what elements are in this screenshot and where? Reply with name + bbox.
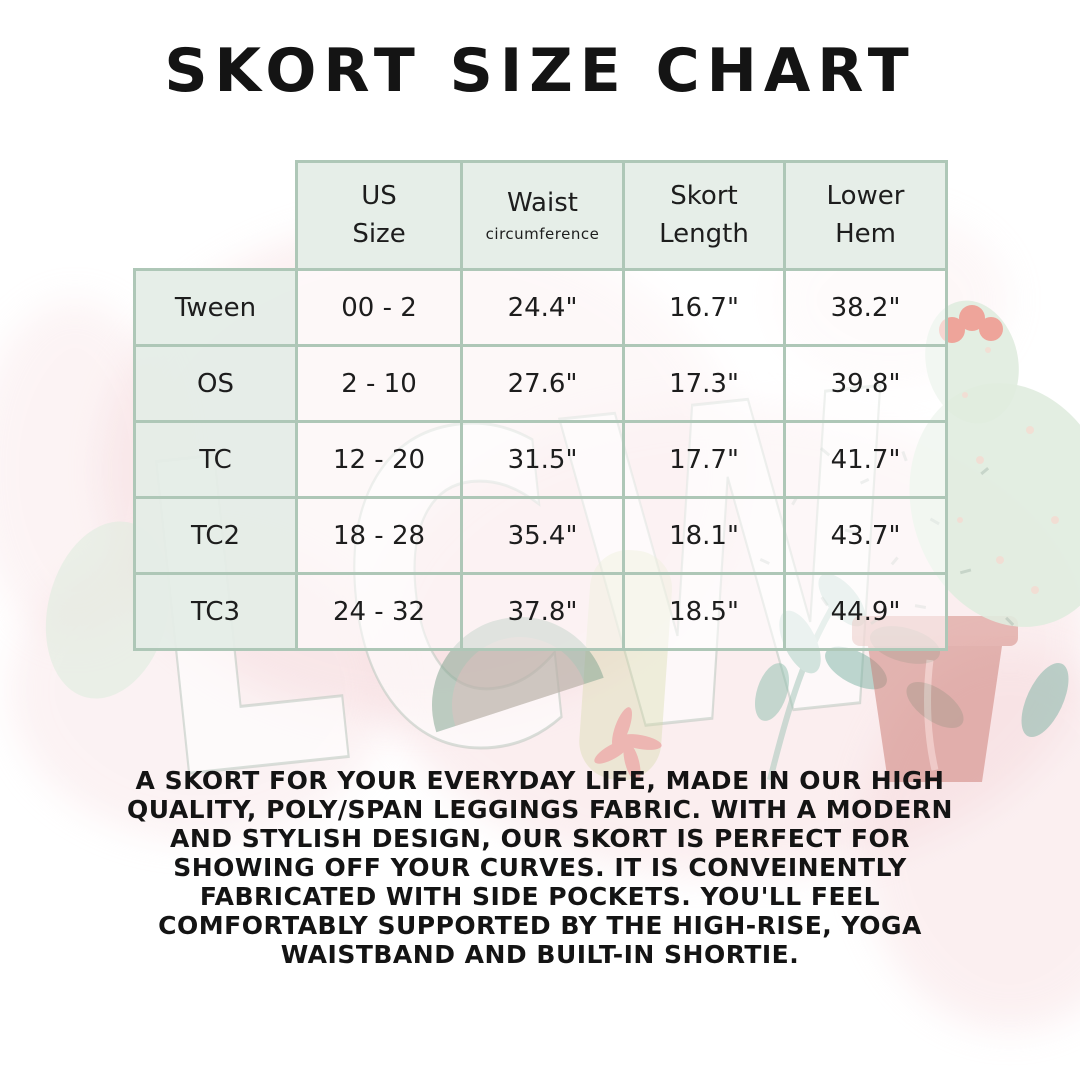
us-size-cell: 24 - 32 (295, 572, 463, 651)
row-os: OS 2 - 10 27.6" 17.3" 39.8" (133, 344, 948, 423)
waist-cell: 31.5" (460, 420, 625, 499)
header-line: Size (352, 218, 406, 249)
row-label-cell: TC3 (133, 572, 298, 651)
lower-hem-cell: 41.7" (783, 420, 948, 499)
row-label-cell: Tween (133, 268, 298, 347)
header-subline: circumference (485, 225, 600, 244)
waist-cell: 24.4" (460, 268, 625, 347)
us-size-cell: 2 - 10 (295, 344, 463, 423)
row-label-cell: TC (133, 420, 298, 499)
us-size-cell: 12 - 20 (295, 420, 463, 499)
header-line: Lower (826, 180, 905, 211)
waist-cell: 37.8" (460, 572, 625, 651)
page-title: SKORT SIZE CHART (164, 36, 916, 106)
skort-length-cell: 18.1" (622, 496, 786, 575)
product-description: A SKORT FOR YOUR EVERYDAY LIFE, MADE IN … (127, 766, 953, 969)
row-tween: Tween 00 - 2 24.4" 16.7" 38.2" (133, 268, 948, 347)
lower-hem-cell: 39.8" (783, 344, 948, 423)
col-header-waist: Waist circumference (460, 160, 625, 271)
header-line: Length (659, 218, 749, 249)
header-line: US (361, 180, 397, 211)
skort-length-cell: 18.5" (622, 572, 786, 651)
lower-hem-cell: 38.2" (783, 268, 948, 347)
lower-hem-cell: 43.7" (783, 496, 948, 575)
us-size-cell: 18 - 28 (295, 496, 463, 575)
row-tc3: TC3 24 - 32 37.8" 18.5" 44.9" (133, 572, 948, 651)
header-line: Skort (670, 180, 738, 211)
row-tc: TC 12 - 20 31.5" 17.7" 41.7" (133, 420, 948, 499)
skort-length-cell: 17.3" (622, 344, 786, 423)
row-label-cell: OS (133, 344, 298, 423)
lower-hem-cell: 44.9" (783, 572, 948, 651)
size-chart-table: US Size Waist circumference Skort Length… (133, 160, 948, 651)
col-header-lower-hem: Lower Hem (783, 160, 948, 271)
row-label-cell: TC2 (133, 496, 298, 575)
us-size-cell: 00 - 2 (295, 268, 463, 347)
col-header-skort-length: Skort Length (622, 160, 786, 271)
flower-icon (594, 707, 662, 782)
skort-length-cell: 16.7" (622, 268, 786, 347)
waist-cell: 35.4" (460, 496, 625, 575)
row-tc2: TC2 18 - 28 35.4" 18.1" 43.7" (133, 496, 948, 575)
skort-length-cell: 17.7" (622, 420, 786, 499)
corner-cell (135, 162, 297, 270)
waist-cell: 27.6" (460, 344, 625, 423)
header-line: Waist (507, 188, 578, 219)
col-header-us-size: US Size (295, 160, 463, 271)
header-row: US Size Waist circumference Skort Length… (135, 160, 948, 271)
header-line: Hem (835, 218, 896, 249)
